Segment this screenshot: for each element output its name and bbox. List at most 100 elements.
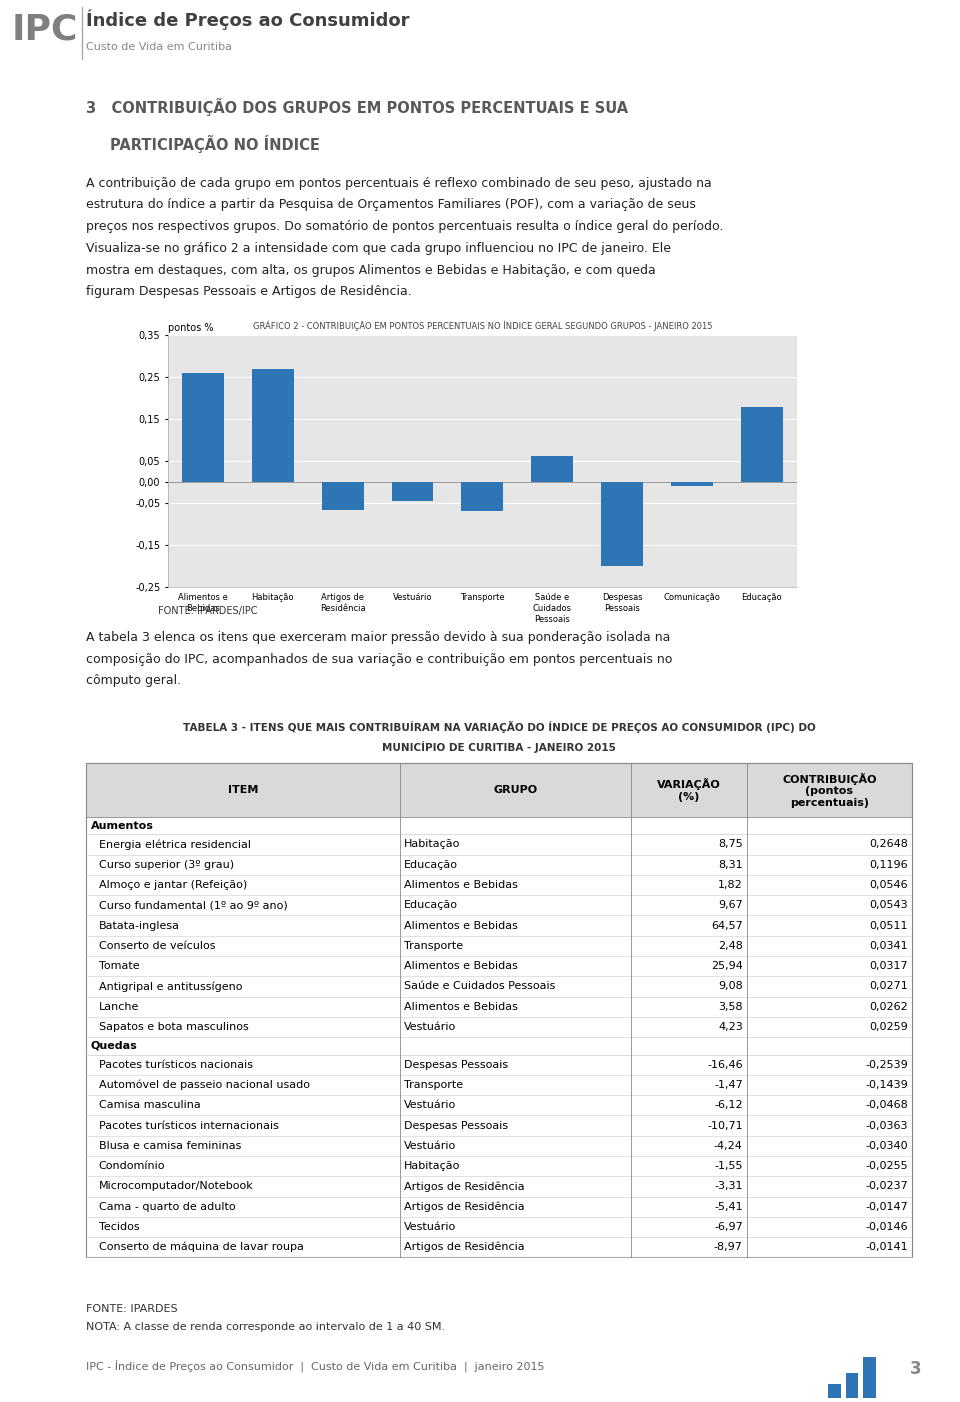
Bar (86, 763, 912, 817)
Text: 25,94: 25,94 (710, 962, 743, 972)
Bar (601, 482, 643, 566)
Text: -0,0255: -0,0255 (865, 1161, 908, 1171)
Text: -4,24: -4,24 (714, 1141, 743, 1151)
Text: Pacotes turísticos nacionais: Pacotes turísticos nacionais (99, 1060, 252, 1070)
Text: cômputo geral.: cômputo geral. (86, 674, 181, 687)
Text: Tomate: Tomate (99, 962, 139, 972)
Text: estrutura do índice a partir da Pesquisa de Orçamentos Familiares (POF), com a v: estrutura do índice a partir da Pesquisa… (86, 198, 696, 212)
Text: 0,0317: 0,0317 (869, 962, 908, 972)
Text: Transporte: Transporte (404, 1080, 464, 1091)
Bar (392, 482, 434, 501)
Bar (252, 369, 294, 482)
Text: Conserto de máquina de lavar roupa: Conserto de máquina de lavar roupa (99, 1242, 303, 1252)
Text: -0,0237: -0,0237 (865, 1182, 908, 1192)
Text: Despesas Pessoais: Despesas Pessoais (404, 1060, 509, 1070)
Text: 0,0262: 0,0262 (869, 1001, 908, 1012)
Bar (182, 373, 224, 482)
Text: Cama - quarto de adulto: Cama - quarto de adulto (99, 1202, 235, 1211)
Text: -1,47: -1,47 (714, 1080, 743, 1091)
Text: 0,0546: 0,0546 (869, 880, 908, 890)
Text: GRUPO: GRUPO (493, 785, 538, 795)
Text: 0,0271: 0,0271 (869, 981, 908, 991)
Text: Quedas: Quedas (90, 1040, 137, 1052)
Text: -0,0363: -0,0363 (865, 1120, 908, 1130)
Text: -10,71: -10,71 (708, 1120, 743, 1130)
Text: -0,0340: -0,0340 (865, 1141, 908, 1151)
Text: Curso superior (3º grau): Curso superior (3º grau) (99, 859, 234, 869)
Text: -6,97: -6,97 (714, 1223, 743, 1232)
Text: 3,58: 3,58 (718, 1001, 743, 1012)
Text: -3,31: -3,31 (714, 1182, 743, 1192)
Text: Transporte: Transporte (404, 941, 464, 951)
Text: Vestuário: Vestuário (404, 1223, 457, 1232)
Text: -16,46: -16,46 (708, 1060, 743, 1070)
Text: Artigos de Residência: Artigos de Residência (404, 1202, 525, 1211)
Text: 8,31: 8,31 (718, 859, 743, 869)
Text: 9,67: 9,67 (718, 900, 743, 910)
Text: Sapatos e bota masculinos: Sapatos e bota masculinos (99, 1022, 249, 1032)
Text: mostra em destaques, com alta, os grupos Alimentos e Bebidas e Habitação, e com : mostra em destaques, com alta, os grupos… (86, 264, 656, 276)
Text: 9,08: 9,08 (718, 981, 743, 991)
Bar (741, 407, 782, 482)
Text: -0,1439: -0,1439 (865, 1080, 908, 1091)
Text: Energia elétrica residencial: Energia elétrica residencial (99, 840, 251, 850)
Text: Conserto de veículos: Conserto de veículos (99, 941, 215, 951)
Text: -0,0468: -0,0468 (865, 1101, 908, 1110)
Text: Almoço e jantar (Refeição): Almoço e jantar (Refeição) (99, 880, 247, 890)
Text: 8,75: 8,75 (718, 840, 743, 850)
Text: 1,82: 1,82 (718, 880, 743, 890)
Text: IPC - Índice de Preços ao Consumidor  |  Custo de Vida em Curitiba  |  janeiro 2: IPC - Índice de Preços ao Consumidor | C… (86, 1360, 545, 1373)
Text: 0,0511: 0,0511 (870, 921, 908, 931)
Text: Índice de Preços ao Consumidor: Índice de Preços ao Consumidor (86, 10, 410, 29)
Bar (531, 456, 573, 482)
Text: Alimentos e Bebidas: Alimentos e Bebidas (404, 1001, 518, 1012)
Text: 0,0259: 0,0259 (869, 1022, 908, 1032)
Text: Alimentos e Bebidas: Alimentos e Bebidas (404, 962, 518, 972)
Text: Saúde e Cuidados Pessoais: Saúde e Cuidados Pessoais (404, 981, 556, 991)
Text: MUNICÍPIO DE CURITIBA - JANEIRO 2015: MUNICÍPIO DE CURITIBA - JANEIRO 2015 (382, 740, 616, 753)
Text: Habitação: Habitação (404, 840, 461, 850)
Text: 3   CONTRIBUIÇÃO DOS GRUPOS EM PONTOS PERCENTUAIS E SUA: 3 CONTRIBUIÇÃO DOS GRUPOS EM PONTOS PERC… (86, 98, 629, 116)
Text: Microcomputador/Notebook: Microcomputador/Notebook (99, 1182, 253, 1192)
Text: Vestuário: Vestuário (404, 1101, 457, 1110)
Text: IPC: IPC (12, 13, 78, 46)
Text: Custo de Vida em Curitiba: Custo de Vida em Curitiba (86, 42, 232, 52)
Text: composição do IPC, acompanhados de sua variação e contribuição em pontos percent: composição do IPC, acompanhados de sua v… (86, 652, 673, 666)
Text: -0,0141: -0,0141 (865, 1242, 908, 1252)
Text: CONTRIBUIÇÃO
(pontos
percentuais): CONTRIBUIÇÃO (pontos percentuais) (782, 773, 876, 808)
Bar (671, 482, 713, 485)
Text: FONTE: IPARDES/IPC: FONTE: IPARDES/IPC (158, 606, 258, 615)
Text: Automóvel de passeio nacional usado: Automóvel de passeio nacional usado (99, 1080, 310, 1091)
Text: Artigos de Residência: Artigos de Residência (404, 1180, 525, 1192)
Text: 64,57: 64,57 (711, 921, 743, 931)
Text: Batata-inglesa: Batata-inglesa (99, 921, 180, 931)
Text: Blusa e camisa femininas: Blusa e camisa femininas (99, 1141, 241, 1151)
Text: -0,2539: -0,2539 (865, 1060, 908, 1070)
Text: Educação: Educação (404, 859, 458, 869)
Text: Alimentos e Bebidas: Alimentos e Bebidas (404, 880, 518, 890)
Text: -0,0147: -0,0147 (865, 1202, 908, 1211)
Text: preços nos respectivos grupos. Do somatório de pontos percentuais resulta o índi: preços nos respectivos grupos. Do somató… (86, 220, 724, 233)
Text: Antigripal e antitussígeno: Antigripal e antitussígeno (99, 981, 242, 991)
Text: Camisa masculina: Camisa masculina (99, 1101, 201, 1110)
Bar (828, 1384, 841, 1398)
Text: 4,23: 4,23 (718, 1022, 743, 1032)
Text: Visualiza-se no gráfico 2 a intensidade com que cada grupo influenciou no IPC de: Visualiza-se no gráfico 2 a intensidade … (86, 241, 671, 255)
Text: Vestuário: Vestuário (404, 1141, 457, 1151)
Text: Artigos de Residência: Artigos de Residência (404, 1242, 525, 1252)
Text: -6,12: -6,12 (714, 1101, 743, 1110)
Text: Educação: Educação (404, 900, 458, 910)
Text: Tecidos: Tecidos (99, 1223, 139, 1232)
Text: -1,55: -1,55 (714, 1161, 743, 1171)
Text: Vestuário: Vestuário (404, 1022, 457, 1032)
Text: FONTE: IPARDES: FONTE: IPARDES (86, 1304, 178, 1314)
Text: Condomínio: Condomínio (99, 1161, 165, 1171)
Text: ITEM: ITEM (228, 785, 258, 795)
Text: TABELA 3 - ITENS QUE MAIS CONTRIBUÍRAM NA VARIAÇÃO DO ÍNDICE DE PREÇOS AO CONSUM: TABELA 3 - ITENS QUE MAIS CONTRIBUÍRAM N… (182, 721, 816, 733)
Bar (322, 482, 364, 509)
Text: Alimentos e Bebidas: Alimentos e Bebidas (404, 921, 518, 931)
Text: figuram Despesas Pessoais e Artigos de Residência.: figuram Despesas Pessoais e Artigos de R… (86, 286, 412, 299)
Text: VARIAÇÃO
(%): VARIAÇÃO (%) (658, 778, 721, 802)
Text: A contribuição de cada grupo em pontos percentuais é reflexo combinado de seu pe: A contribuição de cada grupo em pontos p… (86, 177, 712, 189)
Bar (846, 1374, 858, 1398)
